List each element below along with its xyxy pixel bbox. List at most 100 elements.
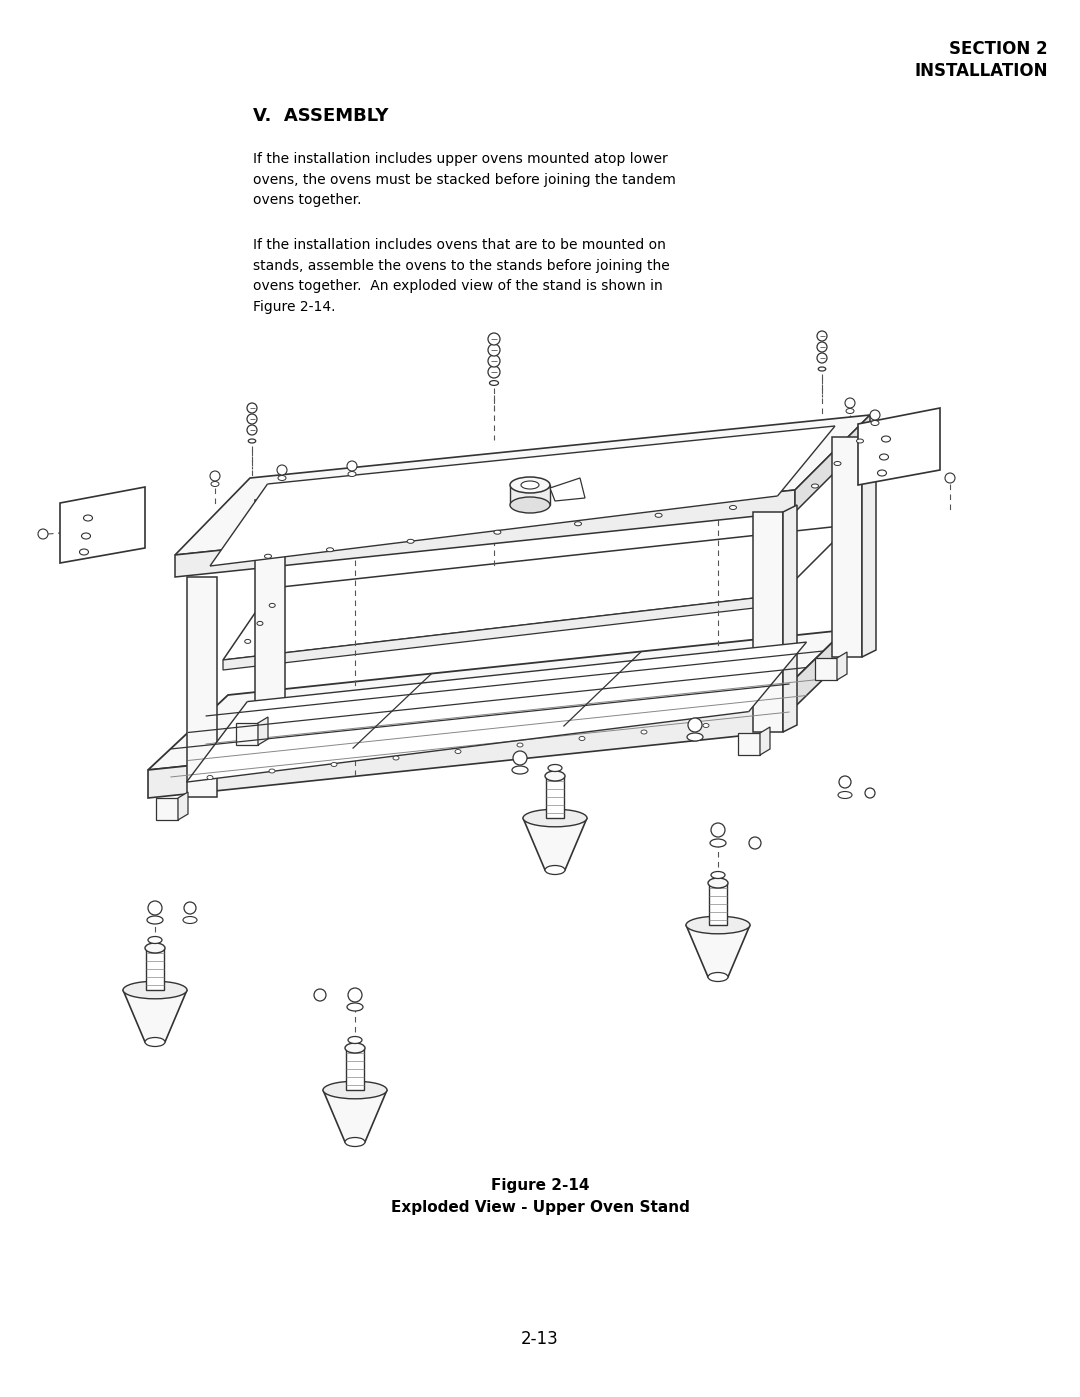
Ellipse shape: [147, 916, 163, 923]
Polygon shape: [222, 525, 850, 659]
Ellipse shape: [517, 743, 523, 747]
Polygon shape: [523, 819, 588, 870]
Circle shape: [488, 332, 500, 345]
Circle shape: [513, 752, 527, 766]
Circle shape: [184, 902, 195, 914]
Polygon shape: [255, 500, 285, 719]
Ellipse shape: [323, 1081, 387, 1099]
Polygon shape: [258, 717, 268, 745]
Ellipse shape: [269, 604, 275, 608]
Polygon shape: [783, 504, 797, 732]
Ellipse shape: [708, 877, 728, 888]
Circle shape: [870, 409, 880, 420]
Ellipse shape: [455, 750, 461, 753]
Circle shape: [247, 414, 257, 425]
Polygon shape: [210, 426, 835, 566]
Ellipse shape: [510, 476, 550, 493]
Polygon shape: [862, 430, 876, 657]
Polygon shape: [511, 481, 549, 506]
Text: Figure 2-14: Figure 2-14: [490, 1178, 590, 1193]
Circle shape: [488, 366, 500, 379]
Ellipse shape: [545, 866, 565, 875]
Polygon shape: [187, 643, 807, 782]
Ellipse shape: [846, 408, 854, 414]
Text: V.  ASSEMBLY: V. ASSEMBLY: [253, 108, 389, 124]
Ellipse shape: [148, 936, 162, 943]
Text: 2-13: 2-13: [522, 1330, 558, 1348]
Polygon shape: [708, 883, 727, 925]
Ellipse shape: [575, 521, 581, 525]
Ellipse shape: [711, 872, 725, 879]
Polygon shape: [323, 1090, 387, 1141]
Polygon shape: [546, 775, 564, 819]
Text: If the installation includes ovens that are to be mounted on
stands, assemble th: If the installation includes ovens that …: [253, 237, 670, 314]
Circle shape: [488, 344, 500, 356]
Polygon shape: [148, 705, 768, 798]
Ellipse shape: [83, 515, 93, 521]
Polygon shape: [858, 408, 940, 485]
Ellipse shape: [123, 981, 187, 999]
Ellipse shape: [856, 439, 864, 443]
Ellipse shape: [523, 809, 588, 827]
Text: INSTALLATION: INSTALLATION: [915, 61, 1048, 80]
Circle shape: [347, 461, 357, 471]
Ellipse shape: [579, 736, 585, 740]
Ellipse shape: [81, 534, 91, 539]
Ellipse shape: [145, 1038, 165, 1046]
Circle shape: [711, 823, 725, 837]
Circle shape: [816, 331, 827, 341]
Ellipse shape: [521, 481, 539, 489]
Ellipse shape: [877, 469, 887, 476]
Circle shape: [688, 718, 702, 732]
Polygon shape: [510, 485, 550, 504]
Polygon shape: [686, 925, 750, 977]
Circle shape: [945, 474, 955, 483]
Ellipse shape: [879, 454, 889, 460]
Polygon shape: [760, 726, 770, 754]
Ellipse shape: [248, 439, 256, 443]
Circle shape: [750, 837, 761, 849]
Circle shape: [276, 465, 287, 475]
Polygon shape: [753, 511, 783, 732]
Ellipse shape: [545, 771, 565, 781]
Polygon shape: [346, 1048, 364, 1090]
Polygon shape: [60, 488, 145, 563]
Ellipse shape: [347, 1003, 363, 1011]
Ellipse shape: [348, 1037, 362, 1044]
Ellipse shape: [687, 733, 703, 740]
Polygon shape: [123, 990, 187, 1042]
Ellipse shape: [834, 461, 841, 465]
Polygon shape: [148, 630, 845, 770]
Polygon shape: [837, 652, 847, 680]
Text: Exploded View - Upper Oven Stand: Exploded View - Upper Oven Stand: [391, 1200, 689, 1215]
Circle shape: [816, 342, 827, 352]
Text: If the installation includes upper ovens mounted atop lower
ovens, the ovens mus: If the installation includes upper ovens…: [253, 152, 676, 207]
Polygon shape: [768, 630, 845, 733]
Polygon shape: [738, 733, 760, 754]
Circle shape: [247, 425, 257, 434]
Ellipse shape: [265, 555, 271, 559]
Ellipse shape: [348, 472, 356, 476]
Ellipse shape: [548, 764, 562, 771]
Ellipse shape: [510, 497, 550, 513]
Polygon shape: [175, 490, 795, 577]
Ellipse shape: [330, 763, 337, 767]
Ellipse shape: [245, 640, 251, 644]
Circle shape: [845, 398, 855, 408]
Ellipse shape: [494, 531, 501, 534]
Ellipse shape: [512, 766, 528, 774]
Ellipse shape: [257, 622, 262, 626]
Ellipse shape: [703, 724, 708, 728]
Ellipse shape: [211, 482, 219, 486]
Ellipse shape: [326, 548, 334, 552]
Polygon shape: [832, 437, 862, 657]
Polygon shape: [815, 658, 837, 680]
Polygon shape: [187, 577, 217, 798]
Ellipse shape: [145, 943, 165, 953]
Ellipse shape: [278, 475, 286, 481]
Ellipse shape: [819, 367, 826, 372]
Polygon shape: [156, 798, 178, 820]
Ellipse shape: [407, 539, 414, 543]
Ellipse shape: [838, 792, 852, 799]
Ellipse shape: [642, 731, 647, 733]
